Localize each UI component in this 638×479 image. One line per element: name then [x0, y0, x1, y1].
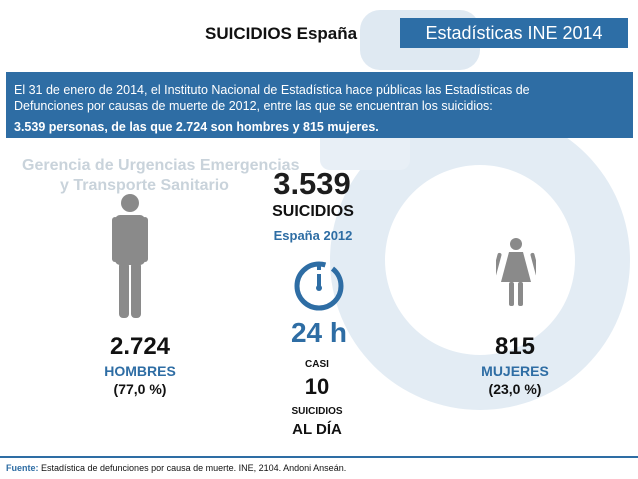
banner-line-2: Defunciones por causas de muerte de 2012… [14, 99, 493, 113]
watermark-line-1: Gerencia de Urgencias Emergencias [22, 157, 300, 174]
watermark-text: Gerencia de Urgencias Emergencias y Tran… [22, 156, 299, 196]
men-value: 2.724 [109, 333, 171, 360]
source-label: Fuente: [6, 463, 39, 473]
clock-text: 24 h [291, 317, 347, 348]
daily-prefix: CASI [305, 359, 329, 370]
daily-label-2: AL DÍA [292, 421, 342, 438]
source-footer: Fuente: Estadística de defunciones por c… [6, 463, 346, 473]
daily-label-1: SUICIDIOS [291, 406, 343, 417]
header-tag: Estadísticas INE 2014 [400, 18, 628, 48]
banner-line-1: El 31 de enero de 2014, el Instituto Nac… [14, 83, 530, 97]
men-percent: (77,0 %) [113, 381, 167, 397]
total-sublabel: España 2012 [273, 228, 353, 243]
page-title: SUICIDIOS España [205, 24, 358, 43]
total-label: SUICIDIOS [272, 203, 354, 220]
watermark-line-2: y Transporte Sanitario [60, 177, 229, 194]
total-value: 3.539 [273, 166, 351, 201]
footer-divider [0, 456, 638, 458]
clock-24h-icon: 24 h [291, 261, 347, 348]
man-icon [112, 194, 148, 318]
women-label: MUJERES [481, 363, 549, 379]
woman-icon [496, 238, 536, 306]
source-text: Estadística de defunciones por causa de … [38, 463, 347, 473]
daily-value: 10 [304, 374, 330, 399]
men-label: HOMBRES [104, 363, 176, 379]
banner-line-3: 3.539 personas, de las que 2.724 son hom… [14, 120, 379, 134]
women-percent: (23,0 %) [488, 381, 542, 397]
intro-banner: El 31 de enero de 2014, el Instituto Nac… [6, 72, 633, 138]
women-value: 815 [494, 333, 536, 360]
